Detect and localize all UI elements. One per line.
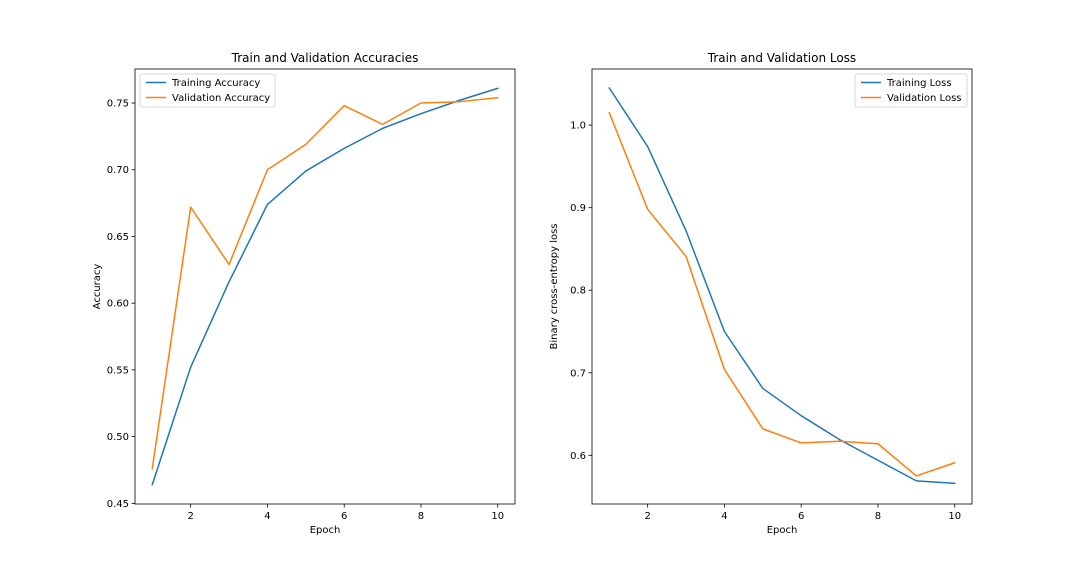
accuracy-x-tick-label-2: 6 [341, 511, 347, 522]
loss-legend-label-validation-loss: Validation Loss [887, 93, 962, 104]
accuracy-y-axis-label: Accuracy [92, 264, 103, 310]
accuracy-x-axis-label: Epoch [310, 525, 341, 536]
accuracy-x-tick-label-0: 2 [187, 511, 193, 522]
loss-x-tick-label-3: 8 [875, 511, 881, 522]
loss-y-axis-label: Binary cross-entropy loss [549, 223, 560, 349]
accuracy-x-tick-label-3: 8 [418, 511, 424, 522]
accuracy-y-tick-label-3: 0.60 [107, 299, 129, 310]
loss-y-tick-label-3: 0.9 [570, 203, 586, 214]
loss-legend: Training Loss Validation Loss [855, 74, 967, 107]
loss-y-tick-label-0: 0.6 [570, 451, 586, 462]
loss-x-axis-label: Epoch [767, 525, 798, 536]
accuracy-y-tick-label-0: 0.45 [107, 499, 129, 510]
loss-y-tick-label-2: 0.8 [570, 286, 586, 297]
accuracy-legend-label-training-accuracy: Training Accuracy [171, 78, 260, 89]
accuracy-chart-title: Train and Validation Accuracies [231, 51, 419, 65]
accuracy-x-tick-label-4: 10 [491, 511, 504, 522]
loss-x-tick-label-1: 4 [721, 511, 727, 522]
accuracy-y-tick-label-2: 0.55 [107, 365, 129, 376]
accuracy-legend: Training Accuracy Validation Accuracy [140, 74, 275, 107]
accuracy-y-tick-label-1: 0.50 [107, 432, 129, 443]
loss-y-tick-label-1: 0.7 [570, 368, 586, 379]
accuracy-x-tick-label-1: 4 [264, 511, 270, 522]
accuracy-y-tick-label-4: 0.65 [107, 232, 129, 243]
loss-y-tick-label-4: 1.0 [570, 121, 586, 132]
loss-x-tick-label-0: 2 [644, 511, 650, 522]
loss-x-tick-label-2: 6 [798, 511, 804, 522]
accuracy-y-tick-label-5: 0.70 [107, 165, 129, 176]
loss-legend-label-training-loss: Training Loss [886, 78, 952, 89]
accuracy-y-tick-label-6: 0.75 [107, 99, 129, 110]
accuracy-legend-label-validation-accuracy: Validation Accuracy [172, 93, 270, 104]
loss-x-tick-label-4: 10 [948, 511, 961, 522]
loss-chart-title: Train and Validation Loss [707, 51, 856, 65]
